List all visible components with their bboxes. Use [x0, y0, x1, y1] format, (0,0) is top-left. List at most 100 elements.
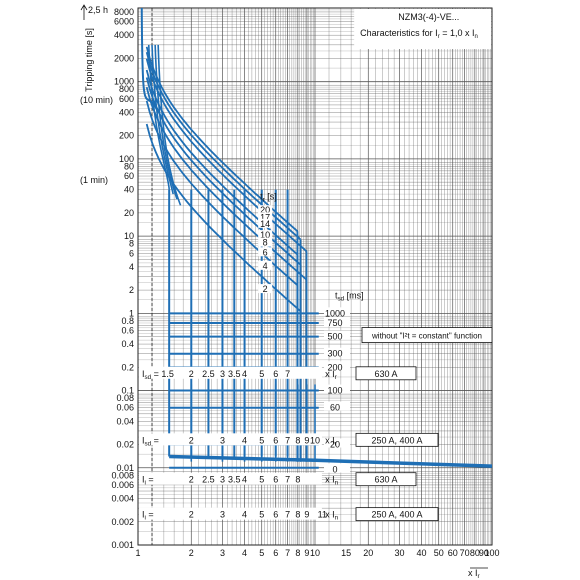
tsd-value-bg: [324, 330, 351, 340]
x-axis-label: x Ir: [468, 568, 480, 580]
x-tick-label: 80: [470, 548, 480, 558]
y-tick-label: 200: [119, 131, 134, 141]
ii-row-250-label: Ii =: [142, 510, 154, 522]
tsd-value-bg: [324, 438, 351, 448]
y-tick-label: 6000: [114, 17, 134, 27]
tsd-value-bg: [324, 307, 351, 317]
ii-row-630-value: 7: [285, 475, 290, 485]
isd-row-630-box-label: 630 A: [374, 369, 397, 379]
isd-row-250-box: [355, 432, 439, 447]
isd-row-250-value: 8: [295, 435, 300, 445]
ii-row-250-value: 3: [220, 510, 225, 520]
tr-value: 20: [260, 205, 270, 215]
y-tick-label: 10: [124, 231, 134, 241]
y-tick-label: 60: [124, 171, 134, 181]
tr-value-bg: [258, 218, 273, 228]
tsd-value-bg: [324, 361, 351, 371]
isd-row-630-unit: x Ir: [325, 369, 337, 381]
x-tick-label: 40: [417, 548, 427, 558]
y-tick-label: 100: [119, 154, 134, 164]
isd-row-630-value: 7: [285, 369, 290, 379]
tr-value-bg: [258, 237, 273, 247]
y-tick-label: 8000: [114, 7, 134, 17]
isd-row-250-value: 10: [310, 435, 320, 445]
no-i2t-label: without "I²t = constant" function: [371, 332, 482, 341]
isd-row-630-value: 5: [259, 369, 264, 379]
isd-row-250-value: 9: [304, 435, 309, 445]
isd-row-630-bg: [139, 366, 322, 379]
tsd-value: 200: [327, 362, 342, 372]
x-tick-label: 70: [460, 548, 470, 558]
x-tick-label: 4: [242, 548, 247, 558]
isd-row-250-bg: [139, 433, 322, 446]
y-tick-label: 0.004: [111, 494, 134, 504]
chart-title: NZM3(-4)-VE...: [398, 12, 459, 22]
y-tick-label: 600: [119, 94, 134, 104]
labels: 8000600040002000100080060040020010080604…: [80, 4, 500, 580]
tr-value-bg: [258, 284, 273, 294]
tsd-value-bg: [324, 347, 351, 357]
ii-row-630-unit: x In: [325, 475, 339, 487]
ii-row-630-value: 3.5: [228, 475, 241, 485]
ii-row-250-value: 8: [295, 510, 300, 520]
ii-row-250-box-label: 250 A, 400 A: [371, 510, 422, 520]
y-tick-label: 4000: [114, 30, 134, 40]
y-tick-label: 0.4: [121, 339, 134, 349]
y-tick-label: 4: [129, 262, 134, 272]
y-tick-label: 0.02: [116, 440, 134, 450]
isd-row-250-value: 5: [259, 435, 264, 445]
ii-row-250-value: 9: [304, 510, 309, 520]
x-tick-label: 7: [285, 548, 290, 558]
ii-row-250-value: 5: [259, 510, 264, 520]
overload-steep-curve: [147, 44, 170, 190]
tsd-value: 20: [330, 440, 340, 450]
tr-value-bg: [258, 212, 273, 222]
ii-row-250-value: 2: [189, 510, 194, 520]
isd-row-250-label: Isd =: [142, 435, 159, 447]
tsd-label: tsd [ms]: [335, 291, 364, 303]
y-tick-label: 0.002: [111, 517, 134, 527]
tr-value: 17: [260, 212, 270, 222]
long-time-curve-tr-6: [145, 86, 308, 281]
tr-value-bg: [258, 205, 273, 215]
no-i2t-box: [361, 327, 493, 343]
y-tick-label: 0.08: [116, 393, 134, 403]
y-tick-label: 6: [129, 248, 134, 258]
x-tick-label: 3: [220, 548, 225, 558]
tr-label: tr [s]: [260, 191, 277, 203]
tr-value: 2: [263, 284, 268, 294]
x-tick-label: 1: [135, 548, 140, 558]
y-tick-label: 8: [129, 239, 134, 249]
overload-steep-curve: [154, 44, 178, 200]
y-tick-label: 0.006: [111, 480, 134, 490]
isd-row-250-value: 3: [220, 435, 225, 445]
y-tick-label: 40: [124, 185, 134, 195]
isd-row-630-value: 3.5: [228, 369, 241, 379]
ii-row-630-value: 6: [273, 475, 278, 485]
tr-value: 4: [263, 261, 268, 271]
isd-row-630-box: [355, 366, 417, 381]
x-tick-label: 50: [434, 548, 444, 558]
y-tick-label: 20: [124, 208, 134, 218]
curves: [140, 7, 493, 469]
ii-row-630-value: 2.5: [202, 475, 215, 485]
ii-row-630-box: [355, 472, 417, 487]
x-tick-label: 90: [479, 548, 489, 558]
title-box: [354, 9, 491, 49]
x-tick-label: 20: [363, 548, 373, 558]
isd-row-250-value: 7: [285, 435, 290, 445]
x-tick-label: 8: [295, 548, 300, 558]
ii-row-630-bg: [139, 472, 322, 485]
isd-row-630-value: 2.5: [202, 369, 215, 379]
isd-row-250-value: 6: [273, 435, 278, 445]
long-time-curve-tr-14: [145, 58, 308, 252]
overload-steep-curve: [151, 44, 174, 195]
tr-value-bg: [258, 260, 273, 270]
isd-row-630-value: 6: [273, 369, 278, 379]
y-axis-label: Tripping time [s]: [84, 28, 94, 92]
ii-row-630-value: 4: [242, 475, 247, 485]
tr-value: 14: [260, 219, 270, 229]
x-tick-label: 100: [484, 548, 499, 558]
isd-row-630-value: 2: [189, 369, 194, 379]
